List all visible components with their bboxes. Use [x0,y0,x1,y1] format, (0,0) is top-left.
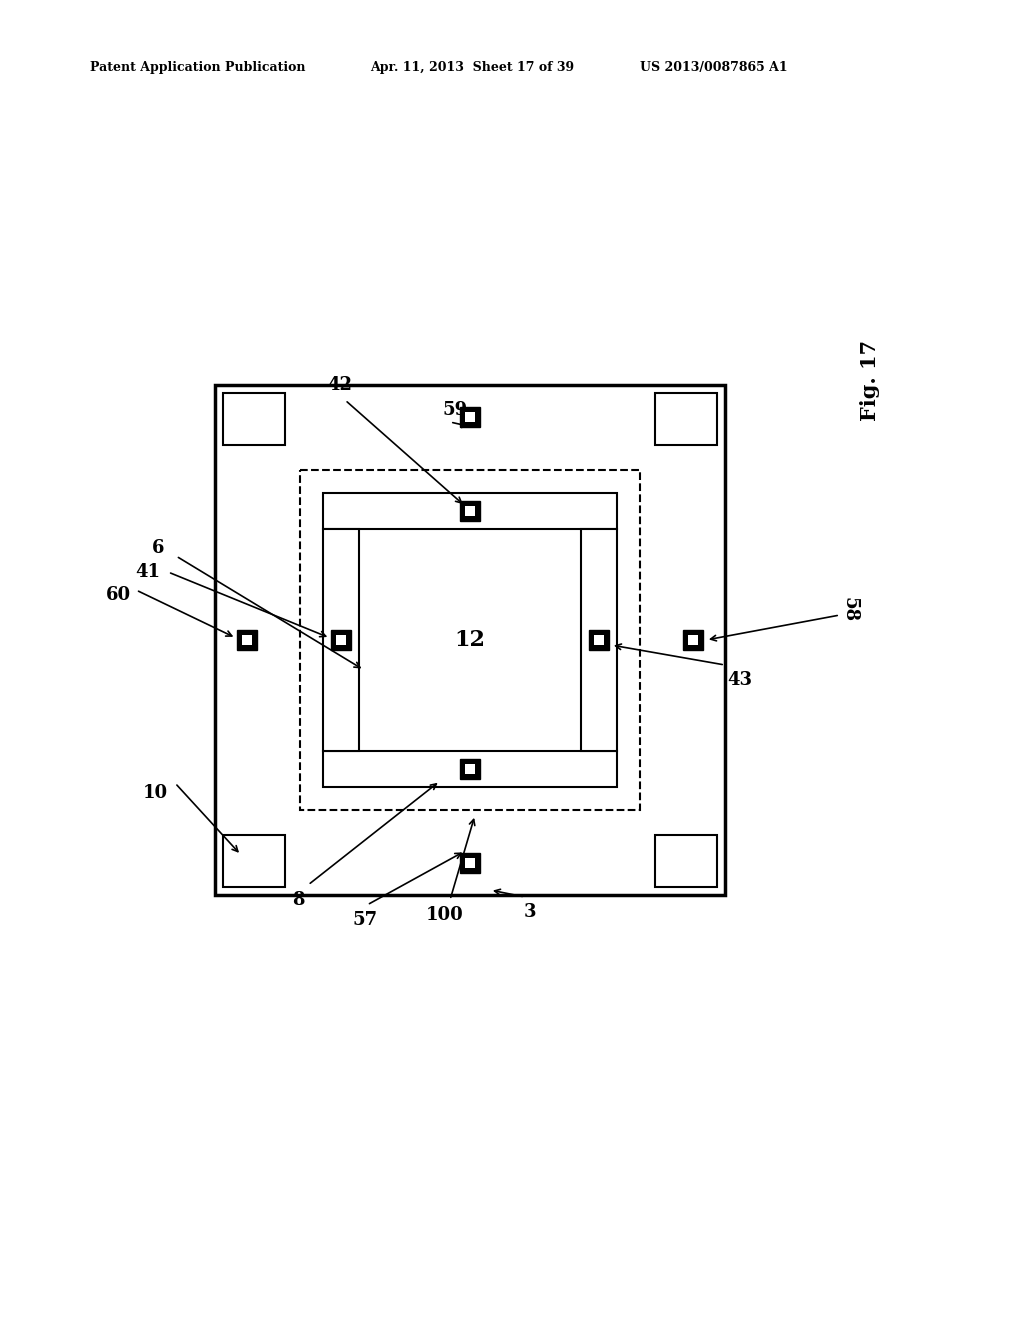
Bar [242,635,252,645]
Text: Fig. 17: Fig. 17 [860,341,880,421]
Bar [237,630,257,649]
Bar [465,764,475,774]
Text: Patent Application Publication: Patent Application Publication [90,62,305,74]
Bar [460,407,480,426]
Bar [594,635,604,645]
Text: 6: 6 [152,539,164,557]
Bar [465,412,475,422]
Text: 100: 100 [426,906,464,924]
Text: 10: 10 [142,784,168,803]
Text: 41: 41 [135,564,161,581]
Bar [460,853,480,873]
Bar [300,470,640,810]
Bar [465,506,475,516]
Text: 57: 57 [352,911,378,929]
Text: 59: 59 [442,401,468,418]
Text: 12: 12 [455,630,485,651]
Bar [683,630,703,649]
Text: 43: 43 [727,671,753,689]
Bar [655,836,717,887]
Bar [323,529,359,751]
Bar [581,529,617,751]
Bar [688,635,698,645]
Bar [323,751,617,787]
Bar [331,630,351,649]
Bar [336,635,346,645]
Bar [655,393,717,445]
Text: Apr. 11, 2013  Sheet 17 of 39: Apr. 11, 2013 Sheet 17 of 39 [370,62,574,74]
Text: 42: 42 [328,376,352,393]
Text: 58: 58 [841,598,859,623]
Text: 3: 3 [523,903,537,921]
Bar [465,858,475,869]
Bar [323,492,617,529]
Text: US 2013/0087865 A1: US 2013/0087865 A1 [640,62,787,74]
Text: 60: 60 [105,586,131,605]
Bar [223,836,285,887]
Bar [460,759,480,779]
Bar [589,630,609,649]
Text: 8: 8 [292,891,304,909]
Bar [215,385,725,895]
Bar [223,393,285,445]
Bar [460,502,480,521]
